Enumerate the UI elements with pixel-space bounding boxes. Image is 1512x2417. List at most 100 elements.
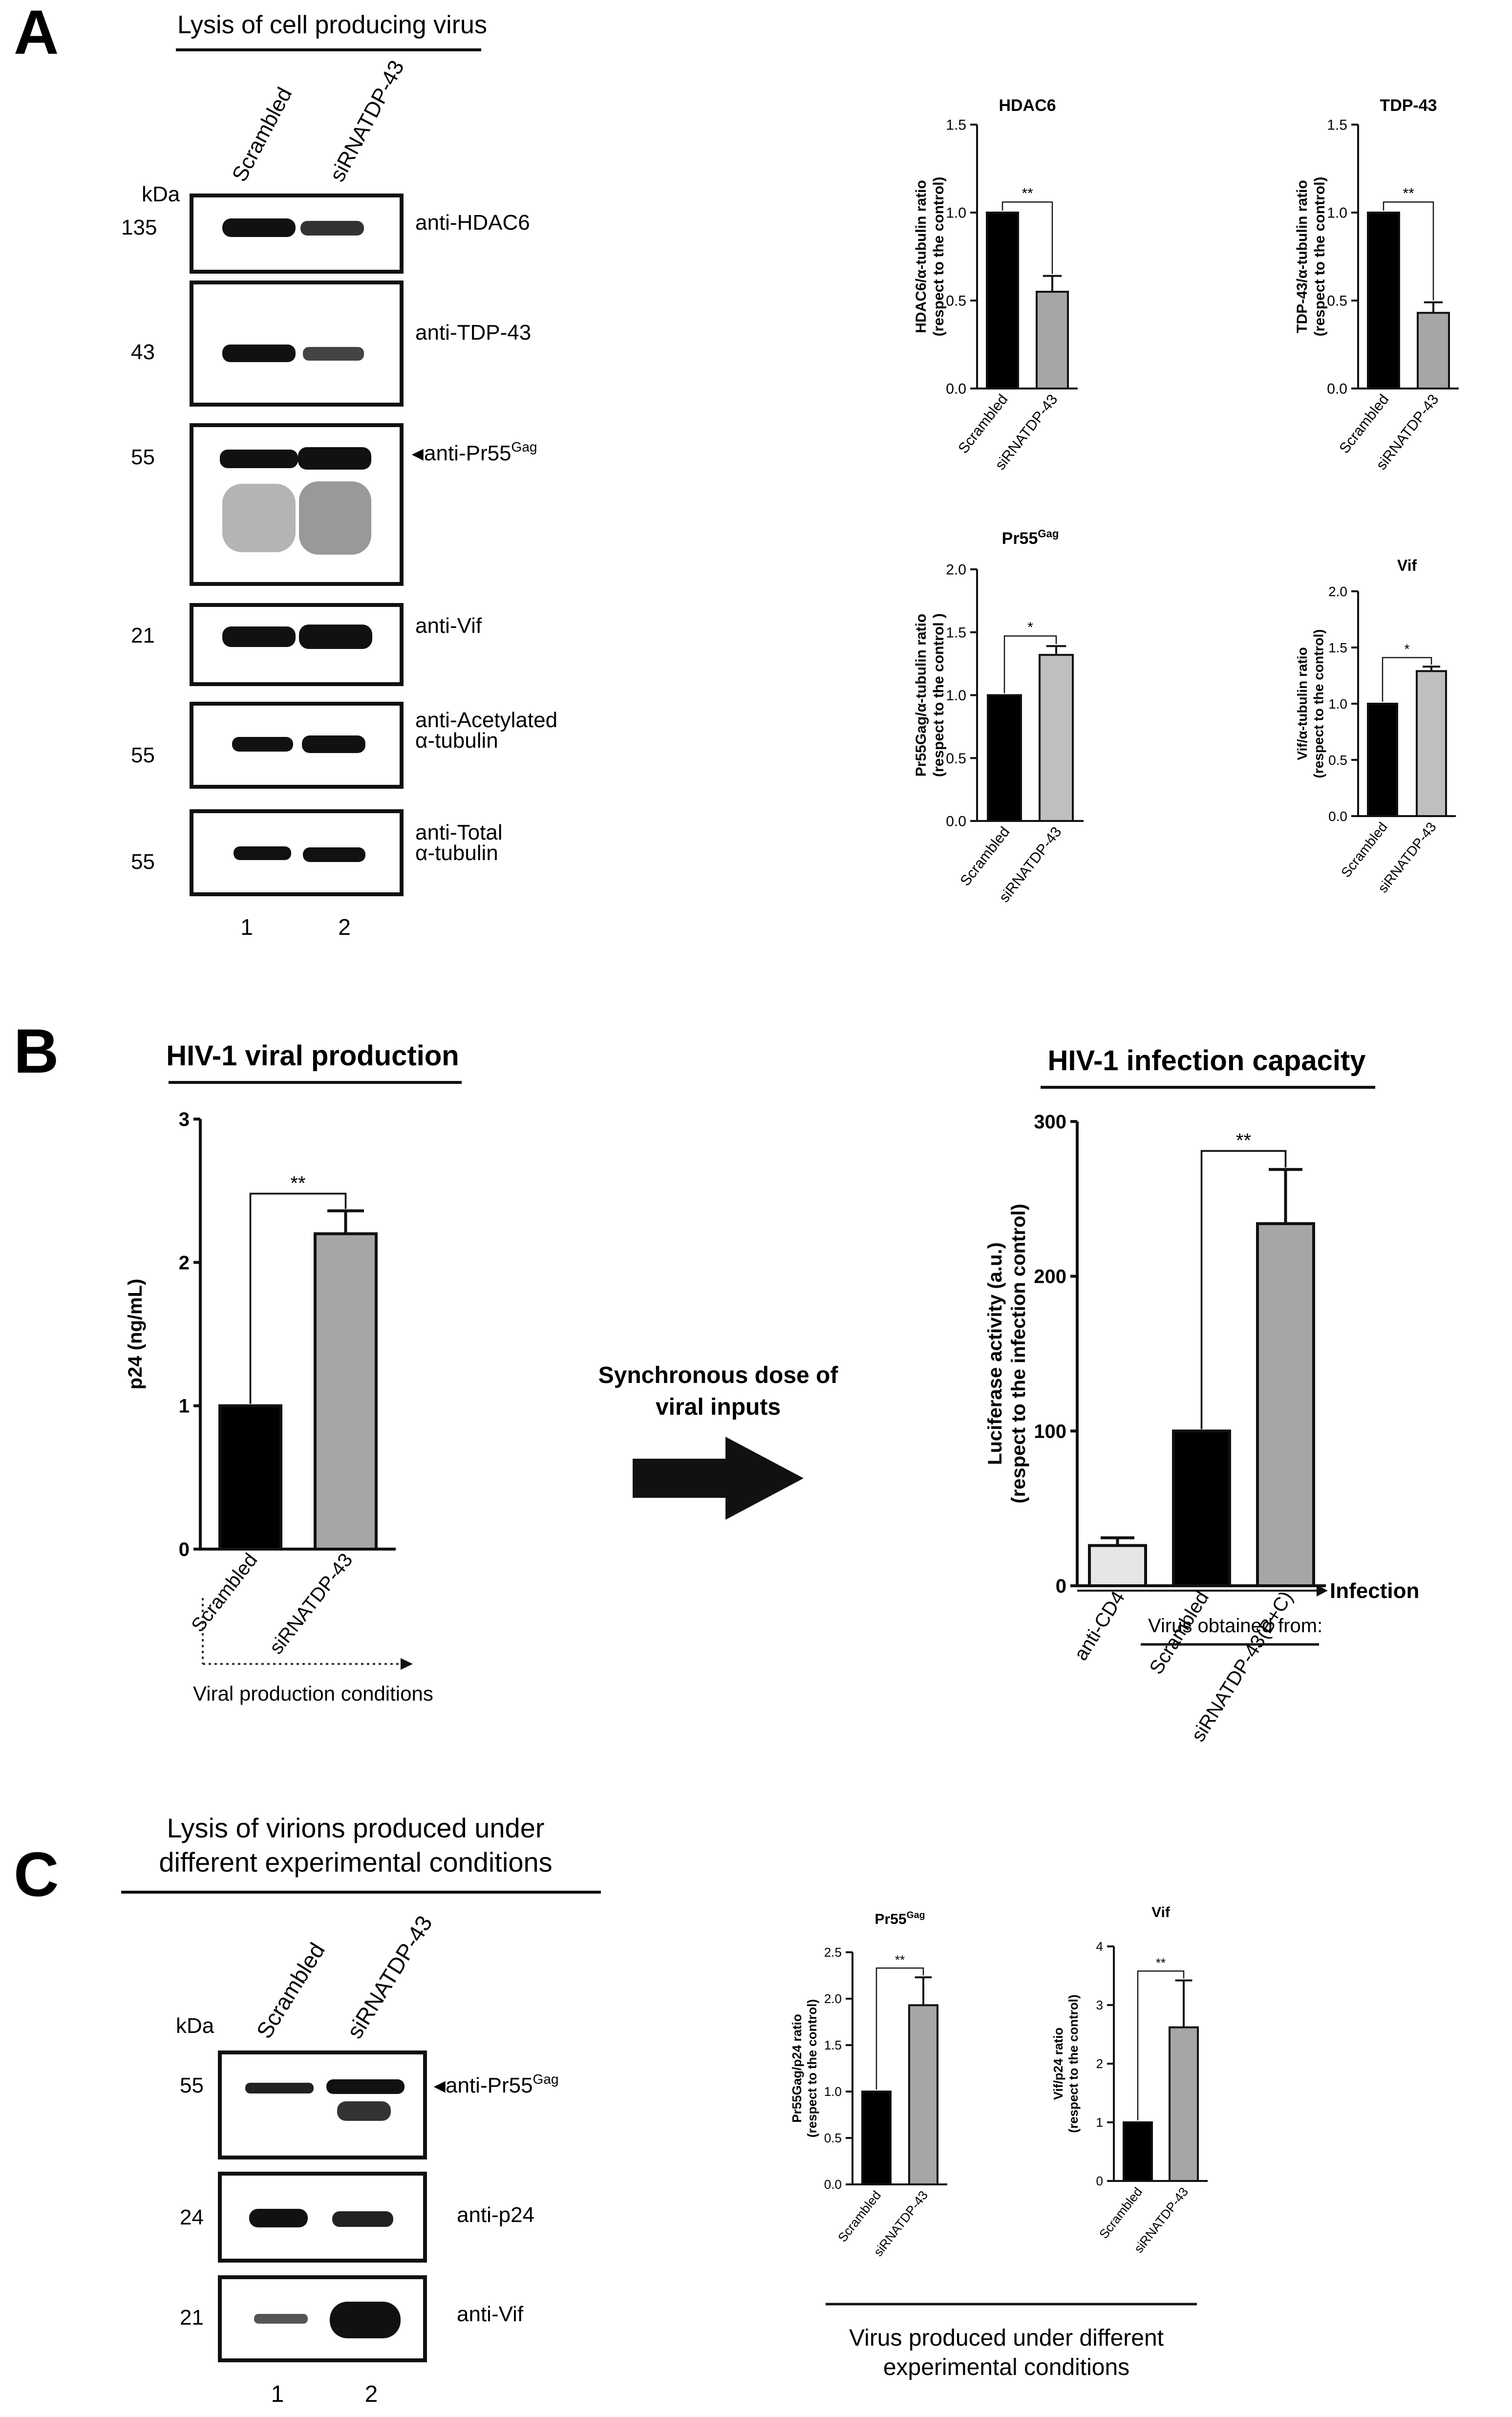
synchronous-dose-line1: Synchronous dose of xyxy=(598,1362,839,1388)
y-tick-label: 300 xyxy=(1034,1111,1066,1133)
category-label: Scrambled xyxy=(1096,2184,1145,2241)
significance-label: ** xyxy=(1156,1955,1166,1970)
chart-a-tdp43: 0.00.51.01.5ScrambledsiRNATDP-43**TDP-43… xyxy=(1294,96,1459,473)
blot-hdac6: 135 anti-HDAC6 xyxy=(121,194,530,274)
bar xyxy=(1123,2121,1153,2182)
panel-c: C Lysis of virions produced under differ… xyxy=(14,1813,1208,2407)
y-tick-label: 0.0 xyxy=(946,381,966,397)
virus-obtained-from: Virus obtained from: xyxy=(1148,1615,1322,1637)
y-tick-label: 200 xyxy=(1034,1266,1066,1288)
mw-pr55: 55 xyxy=(131,445,155,469)
bar xyxy=(218,1404,282,1551)
band-vif-lane2 xyxy=(299,625,372,649)
antibody-total: anti-Total xyxy=(415,820,503,844)
c-band-pr55-lane1 xyxy=(245,2083,314,2093)
mw-acetyl: 55 xyxy=(131,743,155,767)
y-tick-label: 0.5 xyxy=(946,751,966,767)
c-lane-label-sirna: siRNATDP-43 xyxy=(341,1911,437,2043)
y-axis-label-line2: (respect to the control) xyxy=(1312,177,1328,337)
significance-label: ** xyxy=(290,1173,305,1194)
big-arrow-icon xyxy=(633,1437,804,1520)
significance-bracket xyxy=(1383,201,1434,301)
panel-c-title-line1: Lysis of virions produced under xyxy=(167,1813,544,1843)
bar xyxy=(1256,1222,1315,1587)
y-tick-label: 2 xyxy=(179,1252,190,1273)
y-axis-label-line2: (respect to the control) xyxy=(805,1999,819,2137)
chart-title: Pr55Gag xyxy=(875,1910,925,1927)
infection-label: Infection xyxy=(1330,1579,1419,1603)
y-axis-label-line2: (respect to the control) xyxy=(931,177,947,337)
y-axis-label-line2: (respect to the control) xyxy=(1066,1994,1081,2133)
y-axis-label: Vif/α-tubulin ratio xyxy=(1295,647,1310,760)
y-tick-label: 0.5 xyxy=(1328,753,1347,768)
y-tick-label: 1.0 xyxy=(1328,696,1347,712)
y-tick-label: 0.0 xyxy=(946,814,966,830)
y-tick-label: 0.5 xyxy=(946,293,966,309)
bar xyxy=(1039,654,1074,822)
infection-arrowhead xyxy=(1317,1585,1328,1597)
smear-pr55-lane2 xyxy=(299,481,371,555)
panel-b-right-title: HIV-1 infection capacity xyxy=(1047,1045,1365,1077)
y-tick-label: 1.0 xyxy=(946,688,966,704)
c-lane-number-1: 1 xyxy=(271,2381,284,2407)
arrow-pr55-icon: ◄ xyxy=(408,443,427,465)
mw-total: 55 xyxy=(131,850,155,874)
category-label: Scrambled xyxy=(957,824,1013,889)
bar xyxy=(986,212,1019,389)
blot-tdp43: 43 anti-TDP-43 xyxy=(131,281,531,407)
y-tick-label: 1.5 xyxy=(1328,640,1347,655)
bar xyxy=(314,1232,378,1551)
y-axis-label-line2: (respect to the control) xyxy=(1311,629,1326,778)
antibody-acetyl: anti-Acetylated xyxy=(415,708,557,732)
lane-number-1: 1 xyxy=(240,914,253,940)
c-lane-label-scrambled: Scrambled xyxy=(251,1938,330,2043)
c-mw-vif: 21 xyxy=(180,2306,204,2330)
band-vif-lane1 xyxy=(222,626,296,647)
y-tick-label: 1 xyxy=(179,1396,190,1417)
bar xyxy=(1169,2026,1199,2182)
antibody-tdp43: anti-TDP-43 xyxy=(415,321,531,345)
c-mw-p24: 24 xyxy=(180,2205,204,2229)
y-tick-label: 0.0 xyxy=(1327,381,1347,397)
antibody-hdac6: anti-HDAC6 xyxy=(415,211,530,235)
significance-bracket xyxy=(1137,1970,1185,2120)
panel-c-letter: C xyxy=(14,1840,59,1910)
bar xyxy=(1088,1544,1147,1588)
c-band-pr55-lane2-lower xyxy=(337,2101,391,2121)
kda-label: kDa xyxy=(142,182,180,206)
band-hdac6-lane2 xyxy=(300,221,364,236)
y-tick-label: 0 xyxy=(1096,2174,1103,2188)
significance-label: ** xyxy=(1236,1130,1251,1151)
blot-total-tubulin: 55 anti-Total α-tubulin xyxy=(131,809,503,896)
panel-b-left-title: HIV-1 viral production xyxy=(166,1040,459,1072)
chart-title-superscript: Gag xyxy=(1038,527,1059,540)
chart-title: HDAC6 xyxy=(999,96,1056,115)
y-tick-label: 1.0 xyxy=(824,2084,842,2099)
bar xyxy=(861,2091,892,2185)
c-blot-pr55gag: 55 ◄ anti-Pr55Gag xyxy=(180,2050,558,2159)
category-label: Scrambled xyxy=(955,391,1011,456)
band-total-lane1 xyxy=(234,846,291,860)
y-tick-label: 3 xyxy=(1096,1998,1103,2012)
significance-bracket xyxy=(1200,1150,1287,1429)
y-tick-label: 0.5 xyxy=(1327,293,1347,309)
synchronous-dose-line2: viral inputs xyxy=(656,1394,781,1420)
blot-pr55gag: 55 ◄ anti-Pr55Gag xyxy=(131,423,537,586)
y-axis-label: Luciferase activity (a.u.) xyxy=(984,1242,1006,1465)
chart-title: Pr55Gag xyxy=(1002,527,1059,548)
y-tick-label: 1.5 xyxy=(946,117,966,133)
y-tick-label: 1.0 xyxy=(1327,205,1347,221)
significance-label: ** xyxy=(895,1952,905,1967)
significance-label: * xyxy=(1027,619,1033,635)
c-blot-vif: 21 anti-Vif xyxy=(180,2275,524,2362)
bar xyxy=(987,694,1022,822)
y-tick-label: 0.5 xyxy=(824,2131,842,2145)
y-tick-label: 2.0 xyxy=(946,562,966,578)
bar xyxy=(908,2004,938,2186)
y-tick-label: 3 xyxy=(179,1109,190,1130)
c-band-p24-lane1 xyxy=(249,2209,308,2227)
y-tick-label: 4 xyxy=(1096,1939,1103,1954)
